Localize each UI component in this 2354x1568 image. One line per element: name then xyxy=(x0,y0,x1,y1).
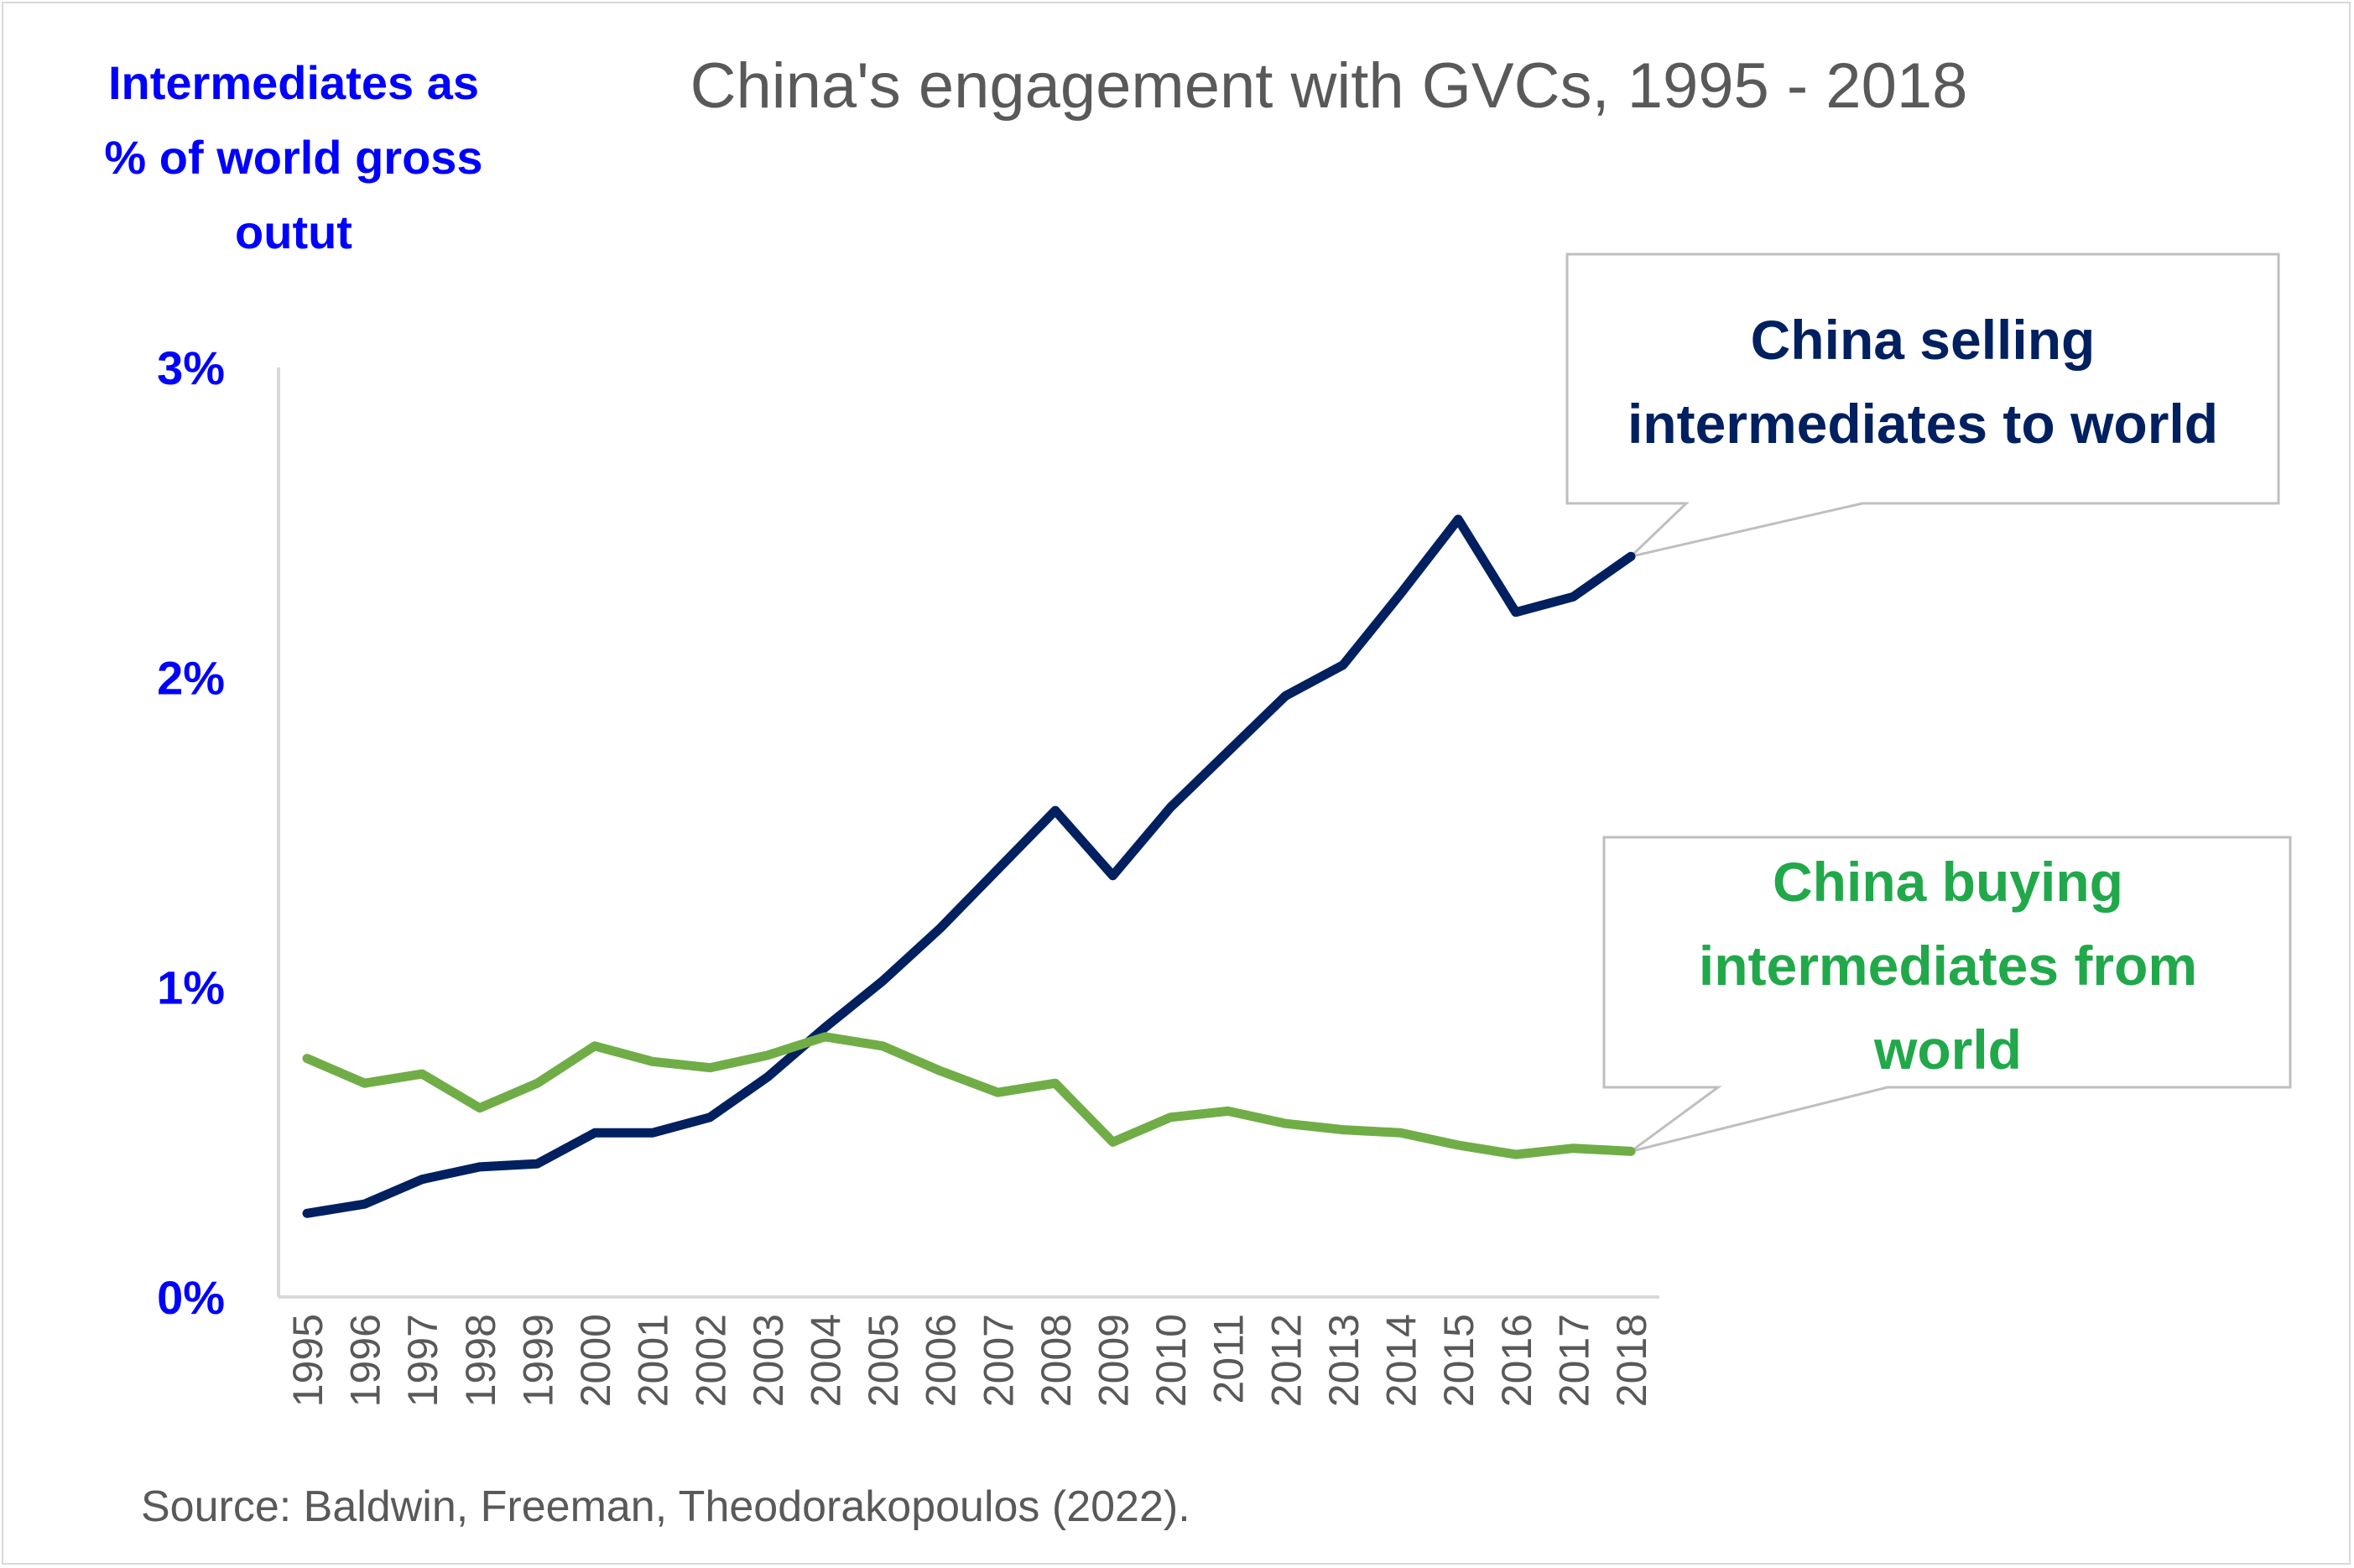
series-lines xyxy=(302,514,1636,1218)
callout-buying-line-2: intermediates from xyxy=(1699,935,2197,997)
x-tick-label: 2003 xyxy=(745,1314,792,1407)
callout-buying-line-1: China buying xyxy=(1773,851,2123,913)
x-tick-label: 2005 xyxy=(860,1314,907,1407)
source-note: Source: Baldwin, Freeman, Theodorakopoul… xyxy=(141,1482,1190,1531)
x-tick-label: 1995 xyxy=(284,1314,331,1407)
y-tick-label: 0% xyxy=(157,1271,225,1324)
x-tick-label: 2009 xyxy=(1091,1314,1138,1407)
y-axis-label-line-1: Intermediates as xyxy=(108,56,479,109)
series-line-selling xyxy=(302,514,1636,1218)
x-tick-label: 2002 xyxy=(687,1314,734,1407)
chart-title: China's engagement with GVCs, 1995 - 201… xyxy=(690,50,1968,122)
callout-buying-line-3: world xyxy=(1873,1018,2022,1081)
callout-selling-box xyxy=(1565,253,2280,559)
x-tick-label: 2018 xyxy=(1608,1314,1655,1407)
y-tick-label: 3% xyxy=(157,341,225,394)
callout-selling: China selling intermediates to world xyxy=(1565,253,2280,559)
x-tick-label: 2016 xyxy=(1493,1314,1540,1407)
x-tick-label: 2014 xyxy=(1378,1314,1425,1407)
callout-buying: China buying intermediates from world xyxy=(1602,836,2292,1153)
callout-selling-line-1: China selling xyxy=(1751,309,2096,371)
y-axis-label-line-2: % of world gross xyxy=(104,131,482,184)
x-tick-label: 1997 xyxy=(399,1314,446,1407)
x-tick-label: 1999 xyxy=(514,1314,561,1407)
x-tick-label: 2011 xyxy=(1206,1314,1253,1404)
x-tick-label: 2001 xyxy=(630,1314,677,1407)
x-tick-label: 2004 xyxy=(802,1314,849,1407)
x-tick-label: 2015 xyxy=(1435,1314,1482,1407)
callout-buying-box xyxy=(1602,836,2292,1153)
x-tick-label: 2013 xyxy=(1320,1314,1367,1407)
x-tick-label: 1996 xyxy=(342,1314,389,1407)
series-line-buying xyxy=(302,1032,1636,1159)
x-tick-label: 2017 xyxy=(1550,1314,1597,1407)
x-tick-label: 2008 xyxy=(1033,1314,1080,1407)
x-tick-label: 2000 xyxy=(572,1314,619,1407)
x-tick-label: 2007 xyxy=(975,1314,1022,1407)
x-tick-label: 2006 xyxy=(918,1314,965,1407)
y-axis-ticks: 0% 1% 2% 3% xyxy=(157,341,225,1324)
y-tick-label: 2% xyxy=(157,651,225,704)
x-tick-label: 2012 xyxy=(1263,1314,1310,1407)
x-tick-label: 2010 xyxy=(1148,1314,1195,1407)
y-axis-label-line-3: outut xyxy=(235,206,352,258)
series-callouts: China selling intermediates to world Chi… xyxy=(1565,253,2292,1153)
x-tick-label: 1998 xyxy=(457,1314,504,1407)
callout-selling-line-2: intermediates to world xyxy=(1627,393,2218,455)
x-axis-ticks: 1995 1996 1997 1998 1999 2000 2001 2002 2003 2004… xyxy=(284,1314,1655,1407)
y-tick-label: 1% xyxy=(157,961,225,1014)
